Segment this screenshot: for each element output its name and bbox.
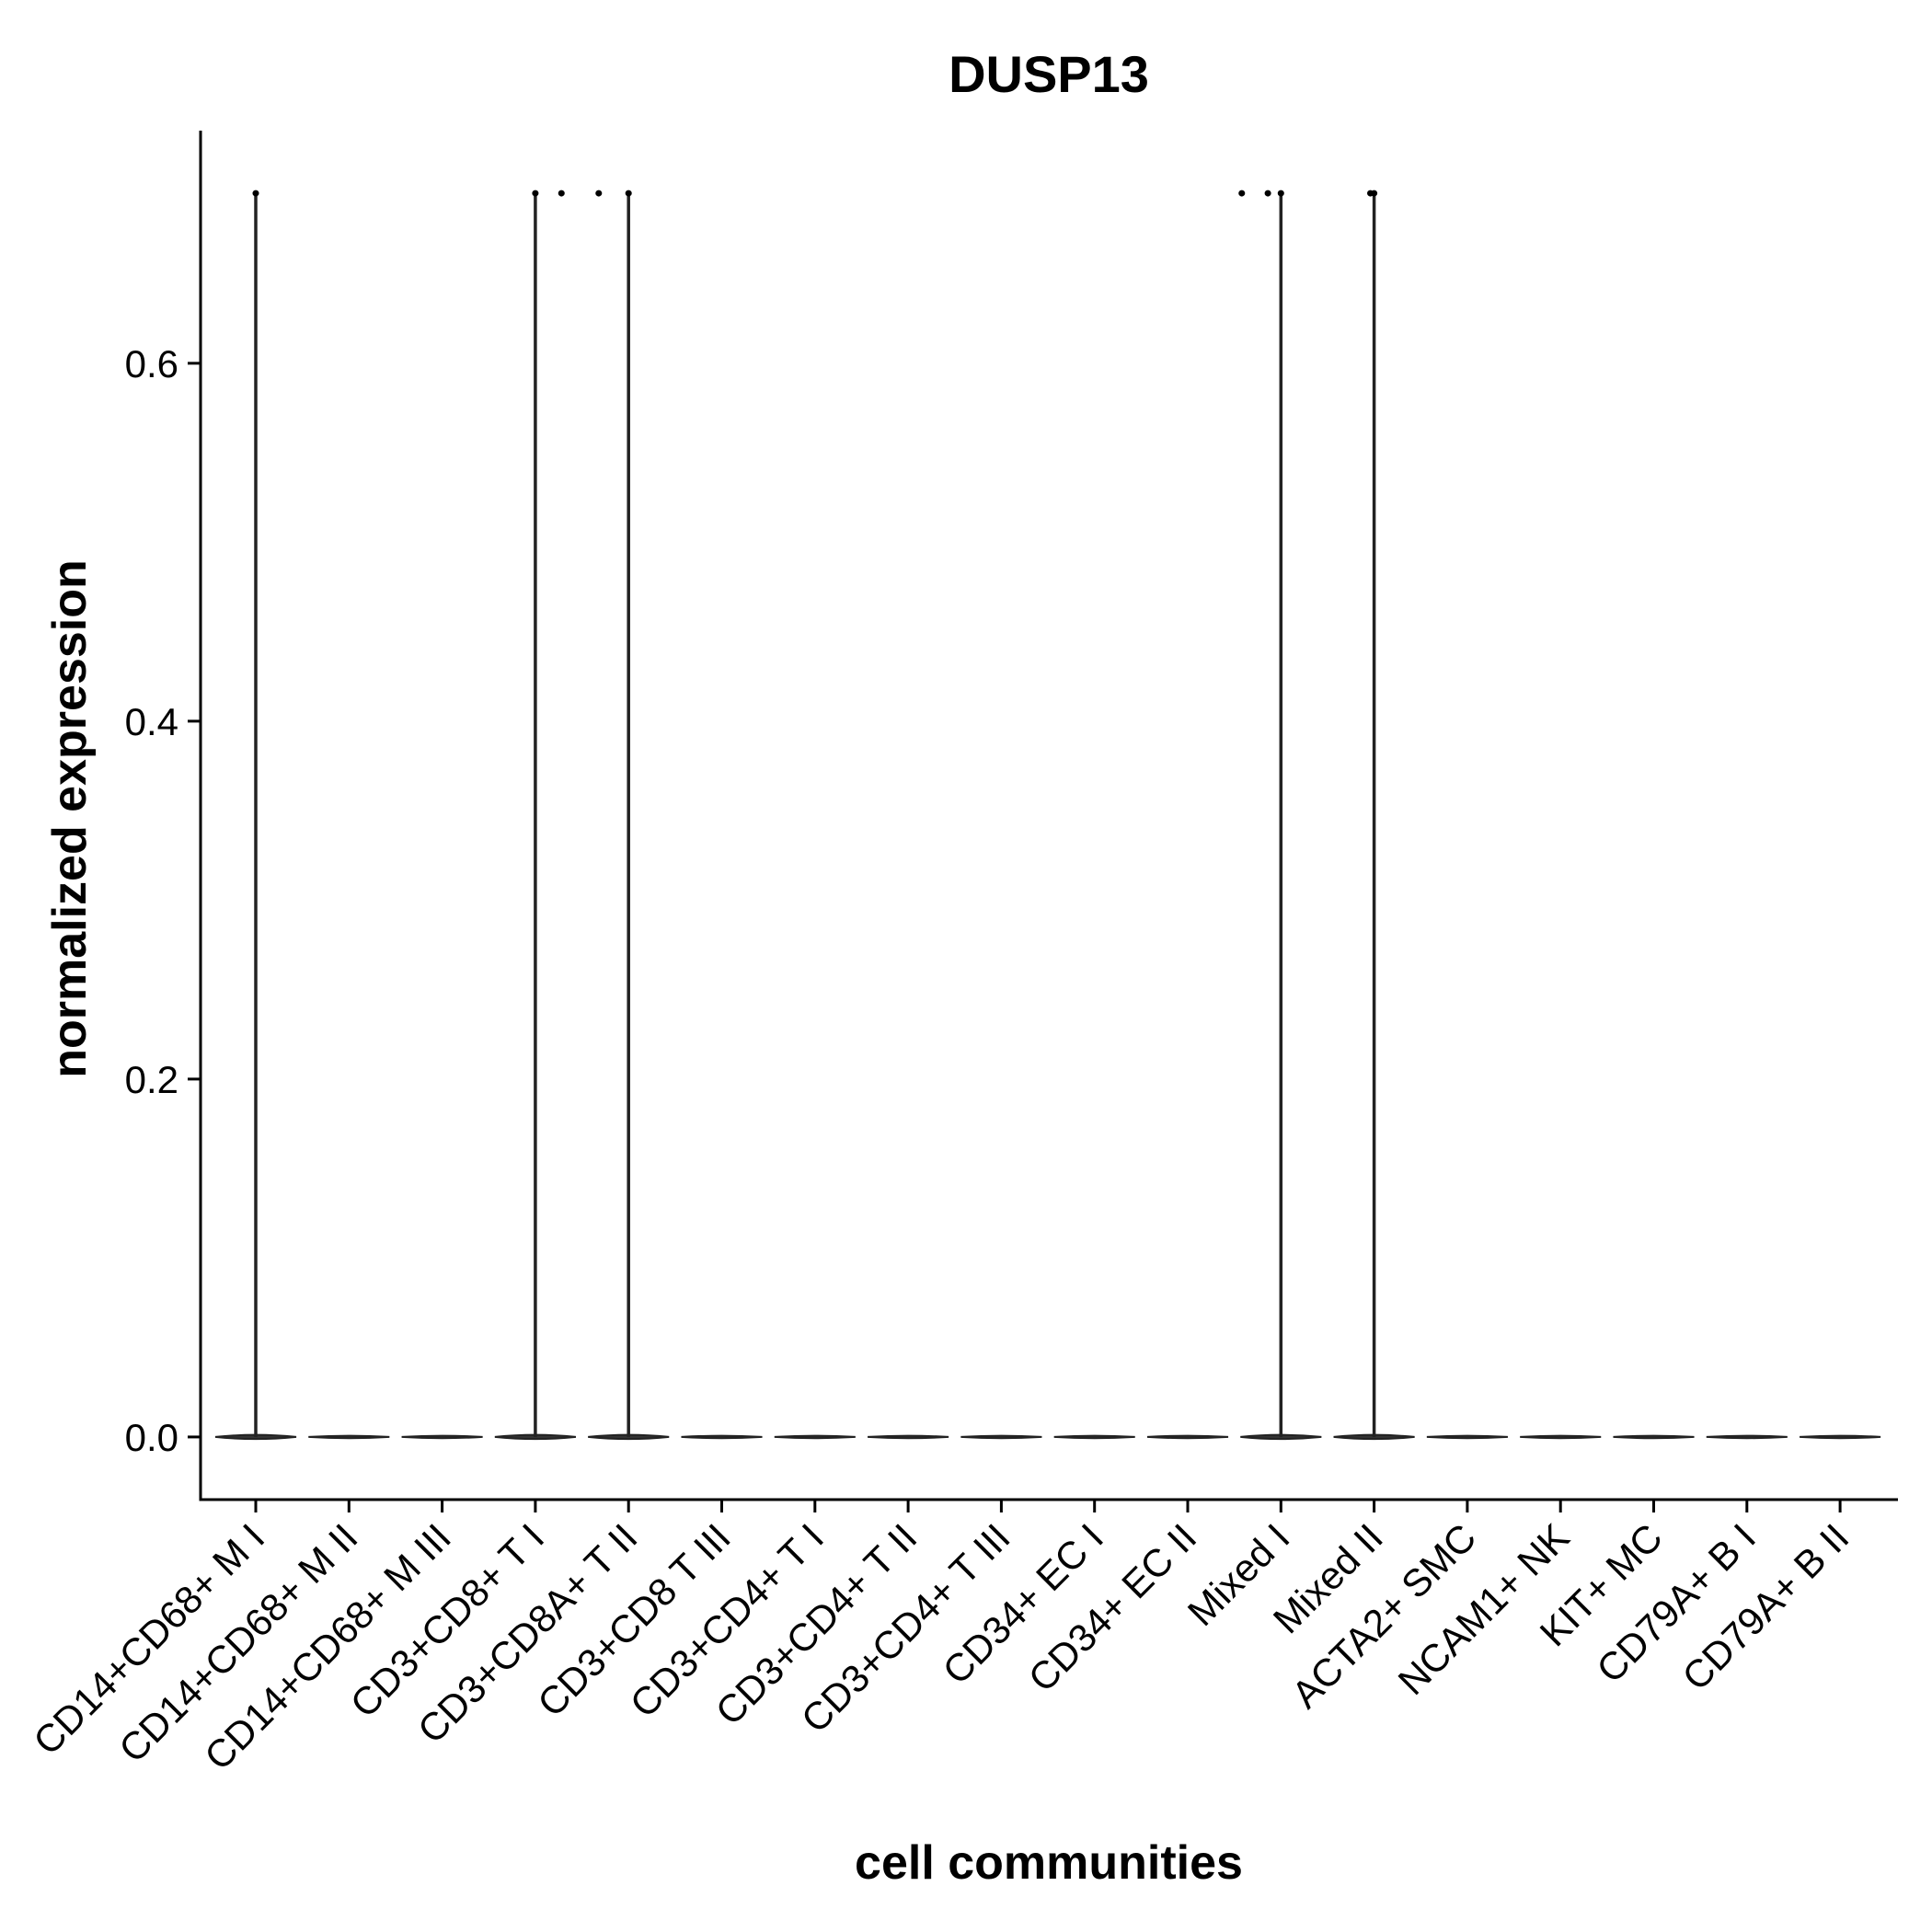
y-tick-label: 0.6: [125, 342, 178, 385]
violin: [1146, 1434, 1229, 1440]
y-tick-label: 0.4: [125, 700, 178, 743]
violin: [308, 1434, 390, 1440]
data-point: [252, 190, 259, 197]
data-point: [1264, 190, 1271, 197]
violin: [681, 1434, 763, 1440]
violin: [1520, 1434, 1602, 1440]
violin: [401, 1434, 483, 1440]
violin: [774, 1434, 856, 1440]
violin: [868, 1434, 949, 1440]
violin: [1706, 1434, 1788, 1440]
data-point: [558, 190, 565, 197]
y-tick-label: 0.0: [125, 1416, 178, 1459]
data-point: [625, 190, 632, 197]
data-point: [1238, 190, 1246, 197]
violin: [1426, 1434, 1508, 1440]
x-axis-title: cell communities: [855, 1836, 1243, 1890]
y-tick-label: 0.2: [125, 1058, 178, 1101]
data-point: [532, 190, 539, 197]
y-axis-title: normalized expression: [43, 559, 97, 1078]
plot-marks: [214, 190, 1881, 1441]
violin: [1613, 1434, 1695, 1440]
data-point: [1371, 190, 1378, 197]
chart-title: DUSP13: [949, 45, 1149, 103]
y-axis: 0.0 0.2 0.4 0.6: [125, 342, 201, 1459]
violin: [960, 1434, 1042, 1440]
violin: [1800, 1434, 1881, 1440]
data-point: [1277, 190, 1284, 197]
violin: [1053, 1434, 1135, 1440]
data-point: [595, 190, 603, 197]
